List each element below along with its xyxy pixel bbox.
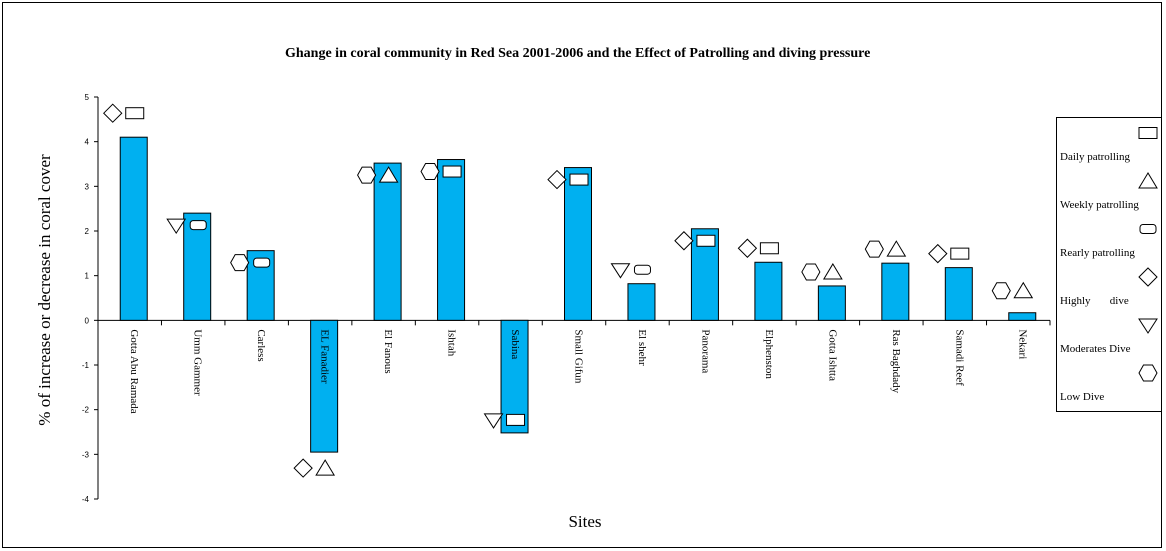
y-tick-label: 3: [85, 182, 90, 191]
y-tick-label: -1: [82, 361, 90, 370]
x-tick-label: Sabina: [509, 329, 521, 359]
legend-item: Daily patrolling: [1058, 119, 1162, 165]
x-tick-label: Samadi Reef: [953, 329, 965, 386]
rearly-patrolling-marker: [189, 220, 207, 231]
low-dive-marker: [230, 254, 250, 272]
bar: [119, 136, 148, 321]
weekly-patrolling-marker: [1138, 172, 1158, 189]
bar: [437, 159, 466, 321]
x-tick-label: El shehr: [636, 329, 648, 366]
rearly-patrolling-marker: [253, 257, 271, 268]
daily-patrolling-marker: [950, 247, 970, 260]
x-tick-label: El Fanous: [382, 329, 394, 373]
legend-symbol: [1139, 224, 1157, 234]
x-tick-label: EL Fanadier: [319, 329, 331, 384]
low-dive-marker: [420, 163, 440, 181]
legend-item: Rearly patrolling: [1058, 215, 1162, 261]
high-dive-marker: [674, 231, 694, 251]
low-dive-marker: [1138, 364, 1158, 382]
bar: [183, 212, 212, 321]
y-tick-label: 1: [85, 272, 90, 281]
bar: [627, 283, 656, 321]
bar: [310, 319, 339, 453]
y-axis-title: % of increase or decrease in coral cover: [35, 154, 54, 426]
x-tick-label: Umm Gammer: [192, 329, 204, 396]
moderate-dive-marker: [166, 218, 187, 235]
x-tick-label: Nekari: [1017, 329, 1029, 359]
bar: [817, 285, 846, 321]
high-dive-marker: [737, 238, 758, 258]
legend-symbol: [1138, 172, 1158, 189]
legend-item: Highly dive: [1058, 263, 1162, 309]
legend-label: Low Dive: [1060, 391, 1105, 403]
low-dive-marker: [801, 263, 821, 281]
weekly-patrolling-marker: [378, 166, 399, 183]
high-dive-marker: [293, 458, 313, 478]
legend-item: Weekly patrolling: [1058, 167, 1162, 213]
y-tick-label: -4: [82, 495, 90, 504]
legend-item: Moderates Dive: [1058, 311, 1162, 357]
high-dive-marker: [547, 169, 567, 190]
x-tick-label: Small Gifun: [572, 329, 584, 384]
y-tick-label: 0: [85, 316, 90, 325]
low-dive-marker: [357, 166, 377, 184]
bar: [564, 167, 592, 321]
daily-patrolling-marker: [696, 234, 716, 247]
daily-patrolling-marker: [442, 165, 462, 178]
daily-patrolling-marker: [1138, 127, 1158, 139]
bar: [1008, 312, 1037, 321]
x-axis-title: Sites: [568, 512, 602, 531]
x-tick-label: Elphenston: [763, 329, 775, 379]
bar: [754, 261, 783, 321]
x-tick-label: Carless: [255, 329, 267, 361]
weekly-patrolling-marker: [1013, 281, 1034, 299]
daily-patrolling-marker: [125, 107, 145, 120]
weekly-patrolling-marker: [886, 240, 907, 257]
high-dive-marker: [1138, 267, 1158, 287]
legend: Daily patrolling Weekly patrolling Rearly …: [1056, 117, 1162, 412]
weekly-patrolling-marker: [315, 459, 336, 476]
high-dive-marker: [928, 243, 948, 264]
rearly-patrolling-marker: [1139, 224, 1157, 234]
legend-symbol: [1138, 127, 1158, 139]
daily-patrolling-marker: [569, 173, 589, 186]
legend-label: Daily patrolling: [1060, 151, 1130, 163]
x-tick-label: Gotta Ishtta: [826, 329, 838, 381]
y-tick-label: 4: [85, 138, 90, 147]
legend-label: Moderates Dive: [1060, 343, 1131, 355]
y-tick-label: -3: [82, 450, 90, 459]
legend-label: Rearly patrolling: [1060, 247, 1135, 259]
rearly-patrolling-marker: [633, 264, 651, 275]
bar: [373, 162, 402, 321]
moderate-dive-marker: [610, 263, 631, 279]
x-tick-label: Ishtah: [446, 329, 458, 356]
moderate-dive-marker: [1138, 318, 1158, 334]
legend-label: Weekly patrolling: [1060, 199, 1139, 211]
x-tick-label: Ras Baghdady: [890, 329, 902, 393]
high-dive-marker: [103, 103, 123, 123]
daily-patrolling-marker: [759, 242, 779, 255]
x-tick-label: Gotta Abu Ramada: [128, 329, 140, 413]
bar: [944, 267, 973, 321]
y-tick-label: -2: [82, 406, 90, 415]
weekly-patrolling-marker: [822, 262, 843, 280]
legend-item: Low Dive: [1058, 359, 1162, 405]
chart-title: Ghange in coral community in Red Sea 200…: [285, 46, 871, 61]
legend-symbol: [1138, 364, 1158, 382]
y-tick-label: 2: [85, 227, 90, 236]
moderate-dive-marker: [483, 413, 504, 429]
legend-symbol: [1138, 318, 1158, 334]
bar: [881, 262, 910, 321]
low-dive-marker: [991, 282, 1011, 300]
y-tick-label: 5: [85, 93, 90, 102]
legend-label: Highly dive: [1060, 295, 1129, 307]
daily-patrolling-marker: [506, 413, 526, 426]
x-tick-label: Panorama: [699, 329, 711, 373]
legend-symbol: [1138, 267, 1158, 287]
low-dive-marker: [864, 240, 884, 258]
